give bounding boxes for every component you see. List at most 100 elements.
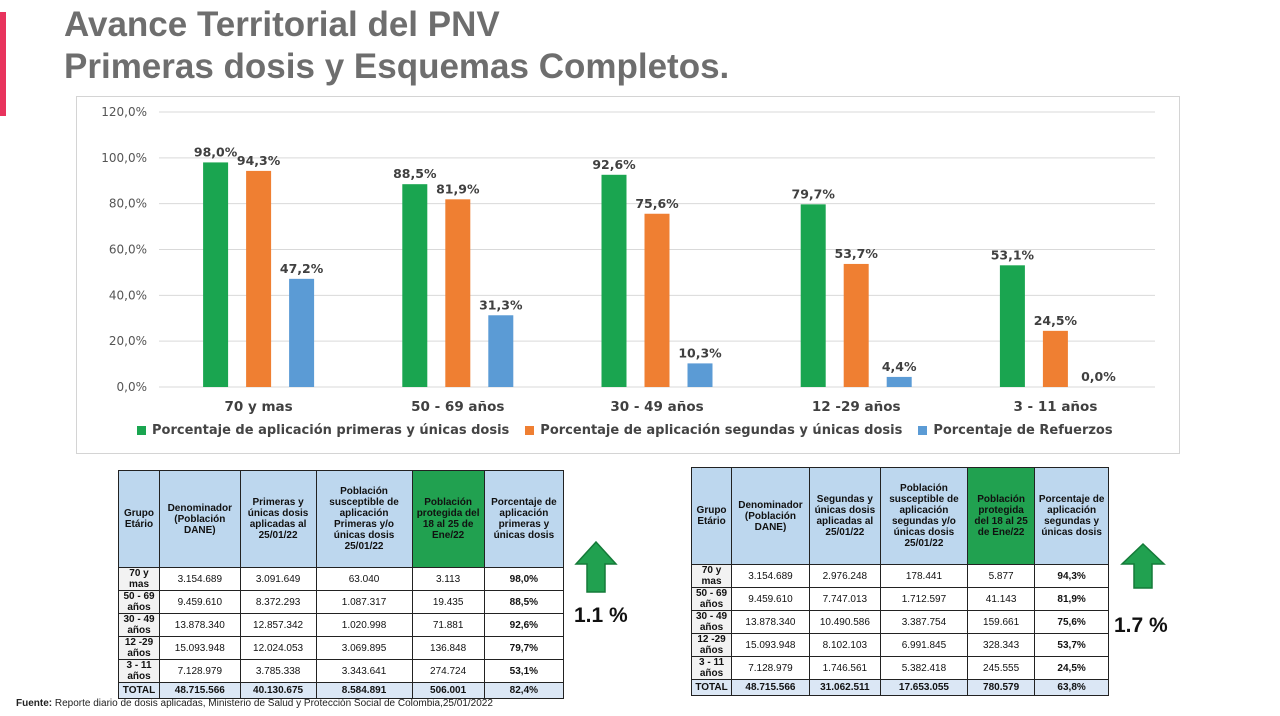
page-title: Avance Territorial del PNV Primeras dosi…	[64, 4, 729, 88]
change-label-segundas: 1.7 %	[1114, 614, 1168, 637]
table-cell: 3 - 11 años	[690, 656, 733, 680]
table-cell: 12 -29 años	[117, 636, 161, 660]
table-cell: 9.459.610	[159, 590, 241, 614]
table-cell: 82,4%	[483, 682, 565, 699]
bar-segundas	[644, 213, 670, 387]
table-cell: 53,1%	[483, 659, 565, 683]
y-tick-label: 120,0%	[101, 105, 147, 119]
table-cell: 1.746.561	[808, 656, 881, 680]
table-cell: 70 y mas	[117, 567, 161, 591]
legend-label: Porcentaje de Refuerzos	[933, 423, 1113, 438]
bar-primeras	[203, 162, 229, 387]
data-label: 0,0%	[1081, 369, 1116, 384]
data-label: 98,0%	[194, 144, 238, 159]
table-total-row: TOTAL 48.715.566 40.130.675 8.584.891 506.00…	[117, 682, 565, 699]
table-cell: TOTAL	[117, 682, 161, 699]
table-cell: 2.976.248	[808, 564, 881, 588]
table-cell: 12.024.053	[239, 636, 317, 660]
source-text: Reporte diario de dosis aplicadas, Minis…	[52, 698, 493, 709]
table-row: 12 -29 años 15.093.948 8.102.103 6.991.845 3…	[690, 633, 1109, 657]
chart-canvas: 0,0% 20,0% 40,0% 60,0% 80,0% 100,0% 120,0% 98,0…	[101, 105, 1155, 415]
table-cell: 15.093.948	[731, 633, 810, 657]
bar-chart: 0,0% 20,0% 40,0% 60,0% 80,0% 100,0% 120,0% 98,0…	[76, 96, 1180, 454]
table-cell: TOTAL	[690, 679, 733, 696]
table-cell: 7.747.013	[808, 587, 881, 611]
legend-swatch-green	[137, 426, 146, 435]
column-header: Grupo Etário	[117, 470, 161, 568]
accent-bar	[0, 12, 6, 116]
legend-item-refuerzos: Porcentaje de Refuerzos	[918, 423, 1113, 438]
table-cell: 75,6%	[1034, 610, 1109, 634]
table-cell: 136.848	[411, 636, 485, 660]
table-cell: 3.113	[411, 567, 485, 591]
table-cell: 30 - 49 años	[117, 613, 161, 637]
bar-primeras	[800, 204, 826, 387]
table-cell: 63.040	[315, 567, 413, 591]
legend-item-segundas: Porcentaje de aplicación segundas y únic…	[525, 423, 902, 438]
table-cell: 6.991.845	[879, 633, 968, 657]
title-line-2: Primeras dosis y Esquemas Completos.	[64, 47, 730, 86]
chart-legend: Porcentaje de aplicación primeras y únic…	[137, 423, 1113, 438]
data-label: 94,3%	[237, 153, 281, 168]
table-cell: 50 - 69 años	[117, 590, 161, 614]
table-row: 30 - 49 años 13.878.340 12.857.342 1.020.99…	[117, 613, 565, 637]
bar-segundas	[246, 170, 272, 387]
up-arrow-icon	[1120, 542, 1166, 589]
table-cell: 94,3%	[1034, 564, 1109, 588]
table-cell: 3.091.649	[239, 567, 317, 591]
table-cell: 245.555	[966, 656, 1036, 680]
data-label: 75,6%	[635, 196, 679, 211]
bar-segundas	[445, 199, 471, 387]
legend-label: Porcentaje de aplicación segundas y únic…	[540, 423, 903, 438]
legend-swatch-orange	[525, 426, 535, 435]
table-cell: 780.579	[966, 679, 1036, 696]
table-cell: 274.724	[411, 659, 485, 683]
data-label: 10,3%	[678, 345, 722, 360]
up-arrow-icon	[574, 540, 618, 593]
data-label: 53,1%	[991, 247, 1035, 262]
table-cell: 8.372.293	[239, 590, 317, 614]
x-tick-label: 30 - 49 años	[610, 399, 703, 415]
column-header: Segundas y únicas dosis aplicadas al 25/…	[808, 467, 881, 565]
table-cell: 17.653.055	[879, 679, 968, 696]
table-cell: 7.128.979	[731, 656, 810, 680]
table-cell: 159.661	[966, 610, 1036, 634]
table-cell: 92,6%	[483, 613, 565, 637]
table-cell: 8.584.891	[315, 682, 413, 699]
table-cell: 31.062.511	[808, 679, 881, 696]
table-cell: 30 - 49 años	[690, 610, 733, 634]
legend-item-primeras: Porcentaje de aplicación primeras y únic…	[137, 423, 509, 438]
table-cell: 70 y mas	[690, 564, 733, 588]
table-row: 70 y mas 3.154.689 3.091.649 63.040 3.113 98,…	[117, 567, 565, 591]
primeras-dosis-table: Grupo Etário Denominador (Población DANE)…	[117, 470, 565, 699]
data-label: 4,4%	[882, 359, 917, 374]
column-header: Porcentaje de aplicación primeras y únic…	[483, 470, 565, 568]
table-cell: 71.881	[411, 613, 485, 637]
table-cell: 63,8%	[1034, 679, 1109, 696]
bar-refuerzos	[886, 376, 912, 387]
y-tick-label: 80,0%	[109, 197, 147, 211]
bar-primeras	[402, 184, 428, 387]
bar-segundas	[843, 263, 869, 387]
data-label: 47,2%	[280, 261, 324, 276]
table-header-row: Grupo Etário Denominador (Población DANE)…	[117, 470, 565, 568]
x-tick-label: 3 - 11 años	[1013, 399, 1097, 415]
bar-refuerzos	[289, 278, 315, 387]
x-tick-label: 70 y mas	[224, 399, 292, 415]
table-cell: 3.154.689	[731, 564, 810, 588]
table-cell: 41.143	[966, 587, 1036, 611]
source-label: Fuente:	[16, 698, 53, 709]
bar-primeras	[999, 265, 1025, 387]
column-header: Porcentaje de aplicación segundas y únic…	[1034, 467, 1109, 565]
table-cell: 81,9%	[1034, 587, 1109, 611]
y-tick-label: 40,0%	[109, 288, 147, 302]
table-cell: 1.020.998	[315, 613, 413, 637]
y-tick-label: 0,0%	[117, 380, 148, 394]
table-total-row: TOTAL 48.715.566 31.062.511 17.653.055 780.5…	[690, 679, 1109, 696]
table-cell: 98,0%	[483, 567, 565, 591]
table-cell: 48.715.566	[731, 679, 810, 696]
table-cell: 13.878.340	[159, 613, 241, 637]
table-cell: 50 - 69 años	[690, 587, 733, 611]
table-cell: 10.490.586	[808, 610, 881, 634]
table-row: 3 - 11 años 7.128.979 3.785.338 3.343.641 27…	[117, 659, 565, 683]
